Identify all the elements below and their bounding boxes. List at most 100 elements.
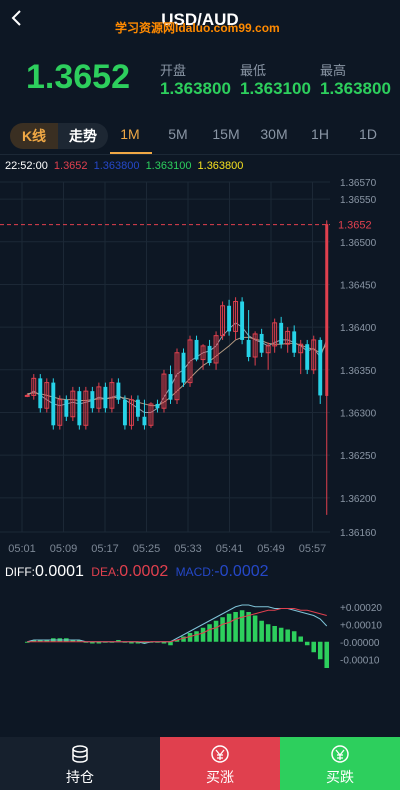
candle-body — [187, 339, 193, 384]
tab-1h[interactable]: 1H — [311, 126, 329, 142]
macd-histogram-bar — [37, 640, 43, 642]
ohlc-time: 22:52:00 — [5, 160, 48, 172]
ohlc-value-3: 1.363100 — [145, 160, 192, 172]
candle-body — [181, 352, 186, 383]
x-tick-label: 05:17 — [91, 543, 119, 555]
candle-body — [116, 382, 121, 400]
candle-body — [109, 382, 115, 409]
y-tick-label: 1.36400 — [340, 323, 377, 334]
candle-body — [174, 352, 180, 401]
candle-body — [51, 382, 56, 426]
macd-histogram-bar — [24, 641, 30, 643]
macd-histogram-bar — [194, 631, 199, 642]
tab-trend[interactable]: 走势 — [58, 123, 108, 149]
candle-body — [38, 378, 43, 409]
tab-1d[interactable]: 1D — [359, 126, 377, 142]
candle-body — [148, 403, 154, 426]
y-tick-label: 1.36500 — [340, 238, 377, 249]
dea-label: DEA: — [91, 565, 120, 579]
macd-histogram-bar — [44, 640, 50, 642]
candle-body — [272, 322, 278, 347]
macd-histogram-bar — [285, 629, 290, 642]
macd-legend: DIFF:0.0001 DEA:0.0002 MACD:-0.0002 — [5, 563, 269, 581]
tab-1m[interactable]: 1M — [120, 126, 140, 142]
buy-down-button[interactable]: 买跌 — [280, 737, 400, 790]
x-tick-label: 05:49 — [257, 543, 285, 555]
macd-histogram-bar — [161, 641, 167, 644]
candle-body — [44, 382, 50, 409]
candle-body — [70, 390, 76, 418]
low-value: 1.363100 — [240, 79, 311, 98]
macd-histogram-bar — [304, 641, 310, 646]
hold-button[interactable]: 持仓 — [0, 737, 160, 790]
macd-histogram-bar — [200, 627, 206, 642]
buy-up-button[interactable]: 买涨 — [160, 737, 280, 790]
x-tick-label: 05:41 — [216, 543, 244, 555]
macd-histogram-bar — [96, 641, 102, 644]
candle-body — [31, 377, 37, 396]
tab-5m[interactable]: 5M — [168, 126, 188, 142]
y-tick-label: 1.36550 — [340, 195, 377, 206]
candle-body — [311, 339, 317, 371]
candle-body — [233, 301, 239, 332]
macd-histogram-bar — [168, 641, 173, 646]
y-tick-label: 1.36300 — [340, 408, 377, 419]
last-price-label: 1.3652 — [338, 220, 372, 232]
macd-histogram-bar — [239, 610, 245, 642]
candlestick-chart[interactable]: 05:01 05:09 05:17 05:25 05:33 05:41 05:49 05:57… — [0, 160, 400, 560]
candle-body — [24, 394, 30, 397]
chevron-left-icon — [11, 10, 21, 26]
macd-histogram-bar — [77, 640, 82, 642]
candle-body — [122, 399, 127, 426]
candle-body — [227, 305, 232, 332]
ohlc-readout: 22:52:00 1.3652 1.363800 1.363100 1.3638… — [5, 160, 246, 172]
tab-kline[interactable]: K线 — [10, 123, 58, 149]
macd-histogram-bar — [317, 641, 323, 660]
dea-value: 0.0002 — [119, 563, 169, 580]
x-tick-label: 05:33 — [174, 543, 202, 555]
macd-histogram-bar — [324, 641, 330, 668]
y-tick-label: 1.36350 — [340, 366, 377, 377]
high-label: 最高 — [320, 63, 347, 78]
macd-histogram-bar — [233, 612, 238, 642]
tab-15m[interactable]: 15M — [212, 126, 240, 142]
macd-histogram-bar — [272, 626, 277, 642]
candle-body — [246, 339, 251, 357]
candle-body — [265, 345, 271, 354]
ohlc-value-4: 1.363800 — [197, 160, 244, 172]
macd-chart[interactable]: +0.00020 +0.00010 -0.00000 -0.00010 — [0, 590, 400, 720]
macd-histogram-bar — [265, 624, 271, 642]
candle-body — [161, 373, 167, 409]
candle-body — [128, 399, 134, 426]
high-value: 1.363800 — [320, 79, 391, 98]
macd-histogram-bar — [291, 631, 297, 642]
candle-body — [279, 322, 284, 345]
candle-body — [252, 333, 258, 358]
y-tick-label: 1.36570 — [340, 178, 377, 189]
y-tick-label: 1.36160 — [340, 528, 377, 539]
candle-body — [259, 333, 264, 353]
macd-histogram-bar — [142, 641, 147, 644]
back-button[interactable] — [10, 8, 30, 32]
macd-histogram-bar — [298, 636, 303, 642]
candle-body — [325, 224, 329, 396]
macd-y-tick-label: +0.00010 — [340, 620, 382, 631]
current-price: 1.3652 — [26, 58, 130, 96]
candle-body — [135, 399, 140, 417]
tab-30m[interactable]: 30M — [260, 126, 288, 142]
candle-body — [77, 391, 82, 426]
macd-histogram-bar — [129, 641, 134, 644]
candle-body — [142, 416, 147, 426]
candle-body — [305, 344, 310, 370]
yen-up-icon — [211, 745, 229, 763]
candle-body — [200, 345, 206, 361]
bottom-bar: 持仓 买涨 买跌 — [0, 737, 400, 790]
candle-body — [168, 374, 173, 400]
x-tick-label: 05:57 — [299, 543, 327, 555]
page-title: USD/AUD — [161, 10, 239, 29]
buy-up-label: 买涨 — [206, 769, 234, 785]
x-tick-label: 05:25 — [133, 543, 161, 555]
candle-body — [90, 391, 95, 409]
macd-histogram-bar — [207, 624, 212, 642]
yen-down-icon — [331, 745, 349, 763]
